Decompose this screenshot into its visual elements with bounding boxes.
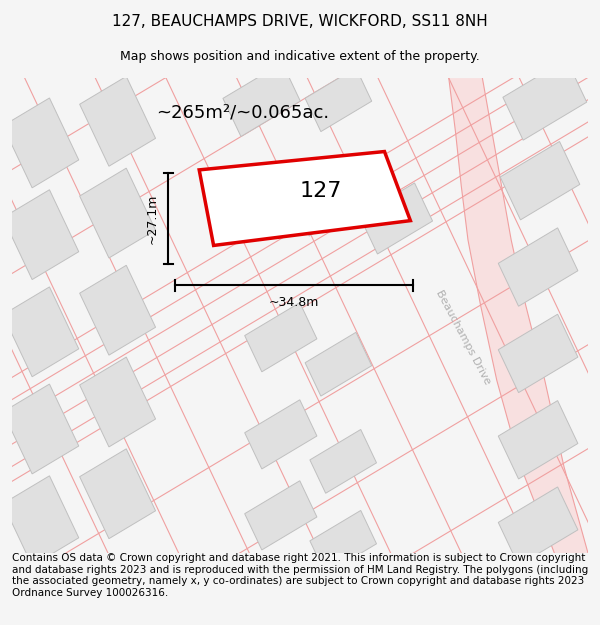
Polygon shape	[245, 400, 317, 469]
Polygon shape	[498, 487, 578, 566]
Polygon shape	[80, 76, 155, 166]
Polygon shape	[498, 314, 578, 392]
Polygon shape	[245, 481, 317, 550]
Polygon shape	[223, 63, 300, 136]
Polygon shape	[3, 476, 79, 566]
Polygon shape	[3, 287, 79, 377]
Polygon shape	[3, 384, 79, 474]
Polygon shape	[80, 449, 155, 539]
Polygon shape	[359, 183, 433, 254]
Text: Beauchamps Drive: Beauchamps Drive	[434, 288, 493, 386]
Polygon shape	[245, 302, 317, 372]
Text: Map shows position and indicative extent of the property.: Map shows position and indicative extent…	[120, 50, 480, 62]
Polygon shape	[449, 78, 588, 553]
Polygon shape	[199, 151, 410, 246]
Polygon shape	[500, 141, 580, 220]
Text: ~34.8m: ~34.8m	[269, 296, 319, 309]
Text: ~27.1m: ~27.1m	[146, 193, 159, 244]
Polygon shape	[503, 59, 587, 140]
Text: 127, BEAUCHAMPS DRIVE, WICKFORD, SS11 8NH: 127, BEAUCHAMPS DRIVE, WICKFORD, SS11 8N…	[112, 14, 488, 29]
Polygon shape	[498, 401, 578, 479]
Polygon shape	[80, 357, 155, 447]
Polygon shape	[3, 190, 79, 279]
Text: Contains OS data © Crown copyright and database right 2021. This information is : Contains OS data © Crown copyright and d…	[12, 553, 588, 598]
Polygon shape	[310, 429, 377, 493]
Text: 127: 127	[300, 181, 343, 201]
Polygon shape	[305, 68, 372, 132]
Polygon shape	[305, 332, 372, 396]
Polygon shape	[498, 228, 578, 306]
Polygon shape	[3, 98, 79, 188]
Polygon shape	[80, 265, 155, 355]
Polygon shape	[310, 511, 377, 574]
Polygon shape	[80, 168, 155, 258]
Polygon shape	[289, 158, 368, 236]
Text: ~265m²/~0.065ac.: ~265m²/~0.065ac.	[156, 104, 329, 122]
